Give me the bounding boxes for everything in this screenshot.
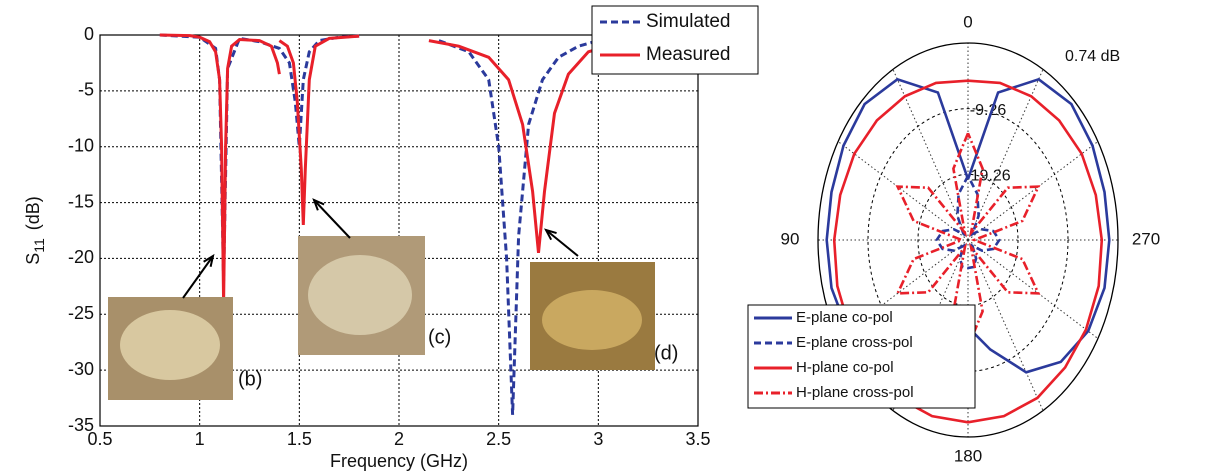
r-tick-label: -9.26 — [970, 102, 1007, 119]
legend-box — [747, 304, 976, 409]
legend-label: H-plane cross-pol — [796, 384, 914, 401]
r-tick-label: 0.74 dB — [1065, 48, 1120, 65]
x-tick-label: 3 — [593, 429, 603, 449]
y-tick-label: -10 — [68, 135, 94, 155]
annotation: (c) — [428, 326, 451, 348]
x-tick-label: 0.5 — [87, 429, 112, 449]
photo-c-shape — [308, 255, 412, 335]
x-tick-label: 1 — [195, 429, 205, 449]
y-label-symbol: S — [23, 253, 43, 265]
theta-tick-label: 270 — [1132, 229, 1160, 248]
arrow — [313, 199, 351, 239]
y-tick-label: -15 — [68, 191, 94, 211]
legend-label: Simulated — [646, 11, 731, 32]
annotation: (d) — [654, 342, 678, 364]
spoke — [967, 69, 1044, 241]
x-tick-label: 3.5 — [685, 429, 710, 449]
legend-box — [591, 5, 759, 75]
photo-d-shape — [542, 290, 642, 350]
arrow-head — [203, 253, 215, 267]
r-tick-label: -19.26 — [965, 168, 1010, 185]
photos — [108, 236, 655, 400]
x-tick-label: 2 — [394, 429, 404, 449]
theta-tick-label: 180 — [954, 446, 982, 465]
spoke — [967, 239, 1044, 411]
arrow-head — [544, 228, 557, 241]
outer-ring — [817, 42, 1119, 438]
polar-trace — [935, 175, 1001, 270]
y-tick-label: -20 — [68, 247, 94, 267]
y-axis-label: S11 (dB) — [23, 196, 47, 265]
y-tick-label: -5 — [78, 80, 94, 100]
x-tick-label: 1.5 — [287, 429, 312, 449]
y-tick-label: -30 — [68, 359, 94, 379]
polar-trace — [832, 79, 1104, 424]
arrow-head — [312, 198, 325, 211]
y-tick-label: 0 — [84, 24, 94, 44]
y-label-subscript: 11 — [31, 238, 47, 253]
spoke — [892, 69, 969, 241]
plot-frame — [99, 34, 699, 427]
arrow — [545, 229, 579, 257]
legend-label: E-plane cross-pol — [796, 334, 913, 351]
legend-label: H-plane co-pol — [796, 359, 894, 376]
legend-label: E-plane co-pol — [796, 309, 893, 326]
photo-b-shape — [120, 310, 220, 380]
x-axis-label: Frequency (GHz) — [330, 451, 468, 471]
x-tick-label: 2.5 — [486, 429, 511, 449]
y-tick-label: -25 — [68, 303, 94, 323]
data-line — [159, 33, 659, 304]
arrow — [182, 255, 214, 299]
y-tick-label: -35 — [68, 415, 94, 435]
theta-tick-label: 0 — [963, 12, 972, 31]
annotation: (b) — [238, 368, 262, 390]
y-label-unit: (dB) — [23, 196, 43, 230]
legend-label: Measured — [646, 44, 731, 65]
theta-tick-label: 90 — [781, 229, 800, 248]
